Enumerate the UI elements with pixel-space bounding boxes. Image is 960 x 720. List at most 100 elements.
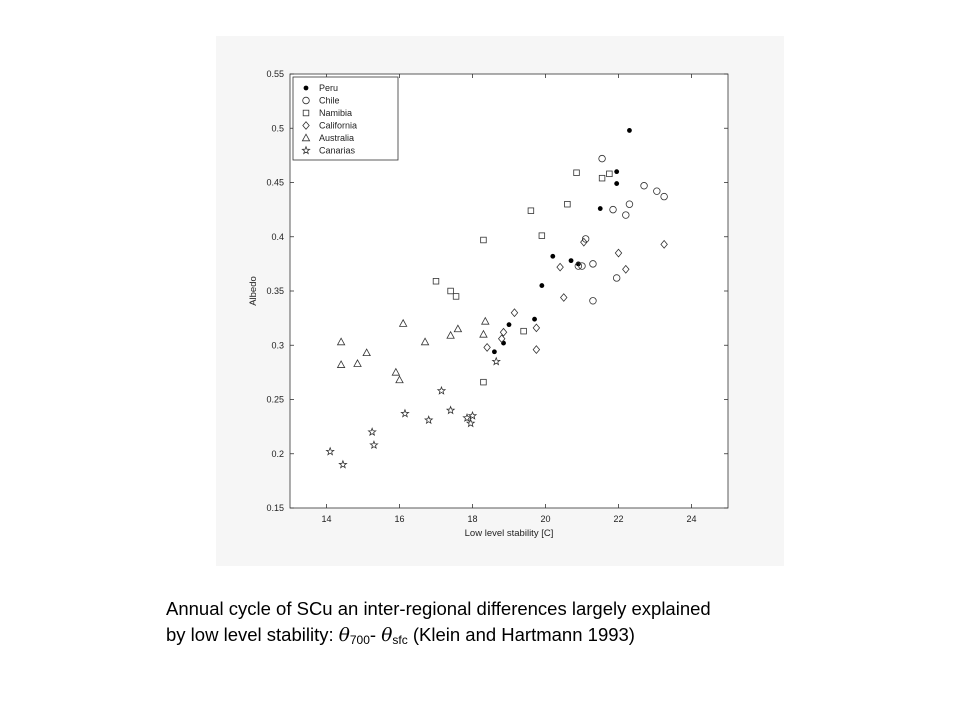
data-point-chile	[640, 182, 648, 190]
y-tick-label: 0.25	[266, 395, 284, 405]
data-point-australia	[353, 359, 362, 367]
data-point-peru	[506, 322, 512, 328]
data-point-australia	[362, 348, 371, 357]
data-point-canarias	[369, 440, 379, 450]
data-point-chile	[625, 200, 634, 208]
data-point-canarias	[325, 446, 335, 456]
x-tick-label: 18	[467, 514, 477, 524]
y-tick-label: 0.5	[271, 123, 284, 133]
data-point-australia	[453, 324, 463, 333]
data-point-california	[622, 264, 630, 274]
data-point-peru	[568, 258, 574, 264]
data-point-namibia	[538, 232, 546, 239]
data-point-chile	[660, 192, 668, 201]
y-tick-label: 0.3	[271, 340, 284, 350]
legend-marker-canarias	[301, 145, 311, 155]
legend-label-namibia: Namibia	[319, 108, 352, 118]
legend-marker-peru	[303, 85, 309, 91]
legend-label-chile: Chile	[319, 96, 340, 106]
data-point-california	[556, 262, 564, 272]
x-tick-label: 22	[613, 514, 623, 524]
data-point-namibia	[480, 236, 487, 244]
legend-marker-namibia	[302, 109, 310, 117]
data-point-namibia	[598, 174, 606, 182]
data-point-canarias	[400, 408, 410, 418]
data-point-peru	[597, 206, 603, 211]
data-point-peru	[492, 349, 497, 355]
data-point-canarias	[465, 418, 476, 428]
data-point-canarias	[436, 385, 447, 395]
data-point-namibia	[452, 293, 460, 300]
data-point-california	[497, 334, 506, 344]
data-point-chile	[581, 235, 590, 243]
data-point-california	[532, 345, 541, 355]
y-tick-label: 0.45	[266, 178, 284, 188]
legend-box	[292, 76, 399, 161]
data-point-namibia	[564, 200, 571, 208]
x-tick-label: 14	[321, 514, 331, 524]
legend-label-canarias: Canarias	[319, 146, 356, 156]
data-point-australia	[391, 367, 401, 376]
data-point-chile	[653, 187, 661, 195]
y-tick-label: 0.15	[266, 503, 284, 513]
data-point-california	[499, 327, 508, 337]
data-point-california	[660, 239, 668, 249]
data-point-california	[580, 237, 588, 247]
data-point-peru	[501, 340, 506, 346]
data-point-california	[614, 248, 623, 258]
y-tick-label: 0.35	[266, 286, 284, 296]
legend-label-australia: Australia	[319, 133, 354, 143]
data-point-namibia	[606, 170, 613, 178]
data-point-california	[510, 308, 519, 318]
legend-marker-chile	[302, 96, 310, 105]
x-axis-label: Low level stability [C]	[465, 528, 554, 539]
legend-marker-california	[302, 121, 310, 130]
data-point-canarias	[424, 415, 434, 425]
minus-sign: -	[369, 624, 382, 645]
data-point-namibia	[432, 278, 440, 285]
data-point-peru	[614, 169, 620, 175]
data-point-peru	[550, 253, 556, 259]
data-point-canarias	[467, 410, 478, 420]
data-point-australia	[395, 375, 404, 384]
data-point-australia	[481, 316, 490, 325]
data-point-chile	[609, 205, 617, 214]
data-point-chile	[598, 154, 606, 163]
data-point-peru	[627, 128, 632, 133]
subscript-sfc: sfc	[392, 633, 408, 647]
y-tick-label: 0.2	[271, 449, 284, 459]
data-point-peru	[614, 181, 620, 186]
data-point-namibia	[480, 378, 487, 386]
data-point-chile	[589, 260, 597, 268]
y-tick-label: 0.55	[266, 69, 284, 79]
caption-line-1: Annual cycle of SCu an inter-regional di…	[166, 598, 711, 619]
data-point-canarias	[367, 427, 377, 437]
scatter-chart: 14 16 18 20 22 24 0.15 0.2 0.25 0.3 0.35 0.4 0.45 0.5…	[248, 69, 729, 539]
data-point-chile	[574, 262, 583, 270]
y-tick-label: 0.4	[271, 232, 284, 242]
data-point-california	[532, 323, 541, 333]
data-point-chile	[578, 262, 586, 270]
data-point-namibia	[520, 327, 527, 335]
caption-line-2-prefix: by low level stability:	[166, 624, 339, 645]
data-point-namibia	[447, 287, 454, 295]
legend-marker-australia	[301, 133, 311, 142]
data-point-australia	[479, 329, 488, 338]
data-point-chile	[612, 274, 621, 282]
data-point-peru	[532, 316, 537, 322]
x-tick-label: 16	[394, 514, 404, 524]
x-tick-label: 20	[540, 514, 550, 524]
data-point-australia	[398, 318, 408, 327]
data-point-australia	[420, 337, 430, 346]
legend-label-peru: Peru	[319, 83, 338, 93]
data-point-australia	[446, 330, 455, 339]
x-tick-label: 24	[686, 514, 696, 524]
theta-symbol: θ	[381, 625, 393, 646]
subscript-700: 700	[349, 633, 370, 647]
data-point-namibia	[527, 207, 535, 214]
data-point-chile	[622, 211, 630, 219]
data-point-canarias	[491, 356, 501, 366]
data-point-australia	[336, 337, 346, 346]
data-point-australia	[336, 360, 346, 368]
data-point-canarias	[462, 413, 472, 422]
